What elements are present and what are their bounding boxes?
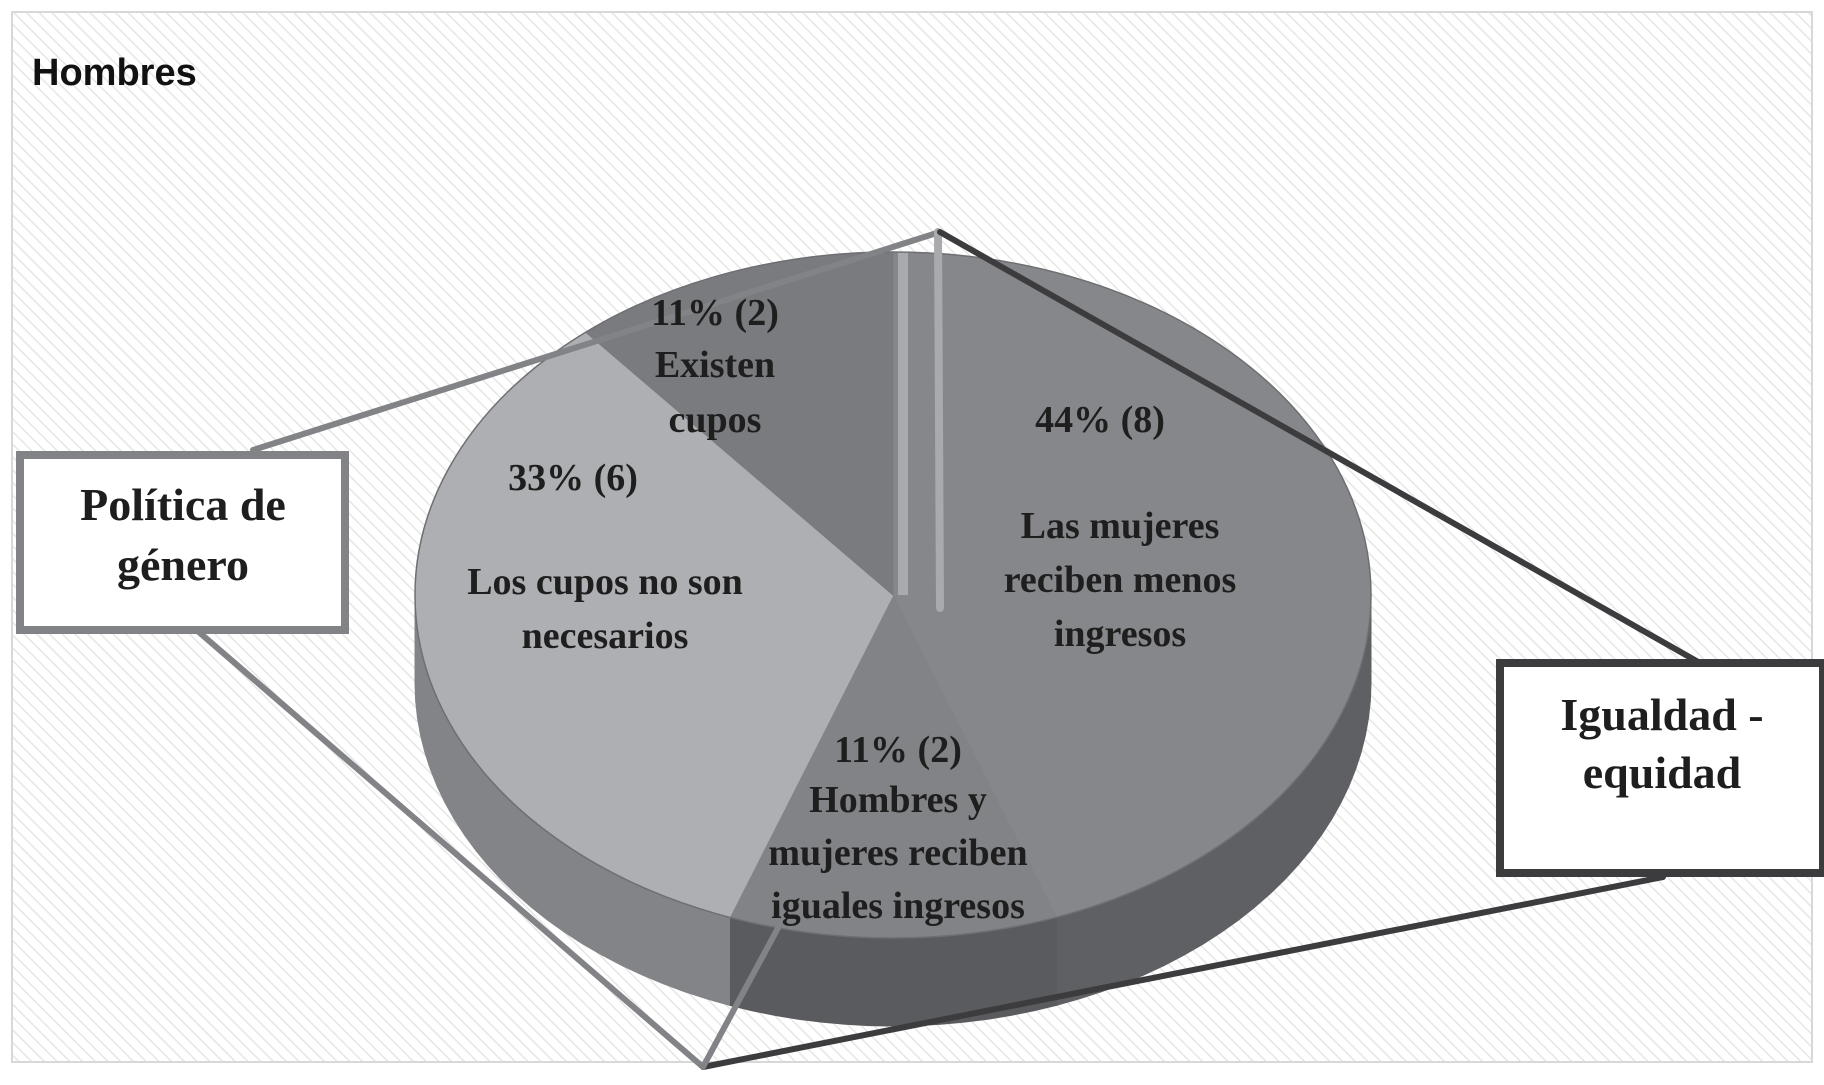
pie-top-rim <box>414 251 1372 939</box>
group-label-1: Igualdad -equidad <box>1560 689 1763 798</box>
group-connector-2 <box>934 228 944 612</box>
group-connector-0 <box>250 229 943 453</box>
pie-outline <box>414 251 1372 939</box>
group-boxes: Política de género Igualdad -equidad <box>16 451 1824 877</box>
slice-percent-label-3: 11% (2) <box>651 292 779 334</box>
slice-labels: 44% (8) Las mujeres reciben menos ingresos 1… <box>467 292 1236 927</box>
group-connector-4 <box>700 874 1666 1070</box>
group-label-0: Política de género <box>80 479 286 590</box>
slice-percent-label-1: 11% (2) <box>834 729 962 771</box>
group-connector-5 <box>700 925 781 1070</box>
slice-category-label-0: Las mujeres reciben menos ingresos <box>1004 505 1237 655</box>
slice-percent-label-2: 33% (6) <box>508 457 638 499</box>
group-box-1 <box>1496 659 1824 877</box>
group-connector-3 <box>937 229 1703 666</box>
chart-title: Hombres <box>32 52 197 94</box>
group-connector-1 <box>190 624 706 1070</box>
pie-tops <box>414 251 1372 939</box>
slice-percent-label-0: 44% (8) <box>1035 399 1165 441</box>
group-connectors <box>190 228 1703 1070</box>
slice-category-label-1: Hombres y mujeres reciben iguales ingresos <box>768 779 1027 927</box>
pie-sides <box>414 594 1372 1027</box>
group-box-0 <box>16 451 349 634</box>
slice-category-label-2: Los cupos no son necesarios <box>467 561 743 657</box>
slice-category-label-3: Existen cupos <box>655 344 775 441</box>
